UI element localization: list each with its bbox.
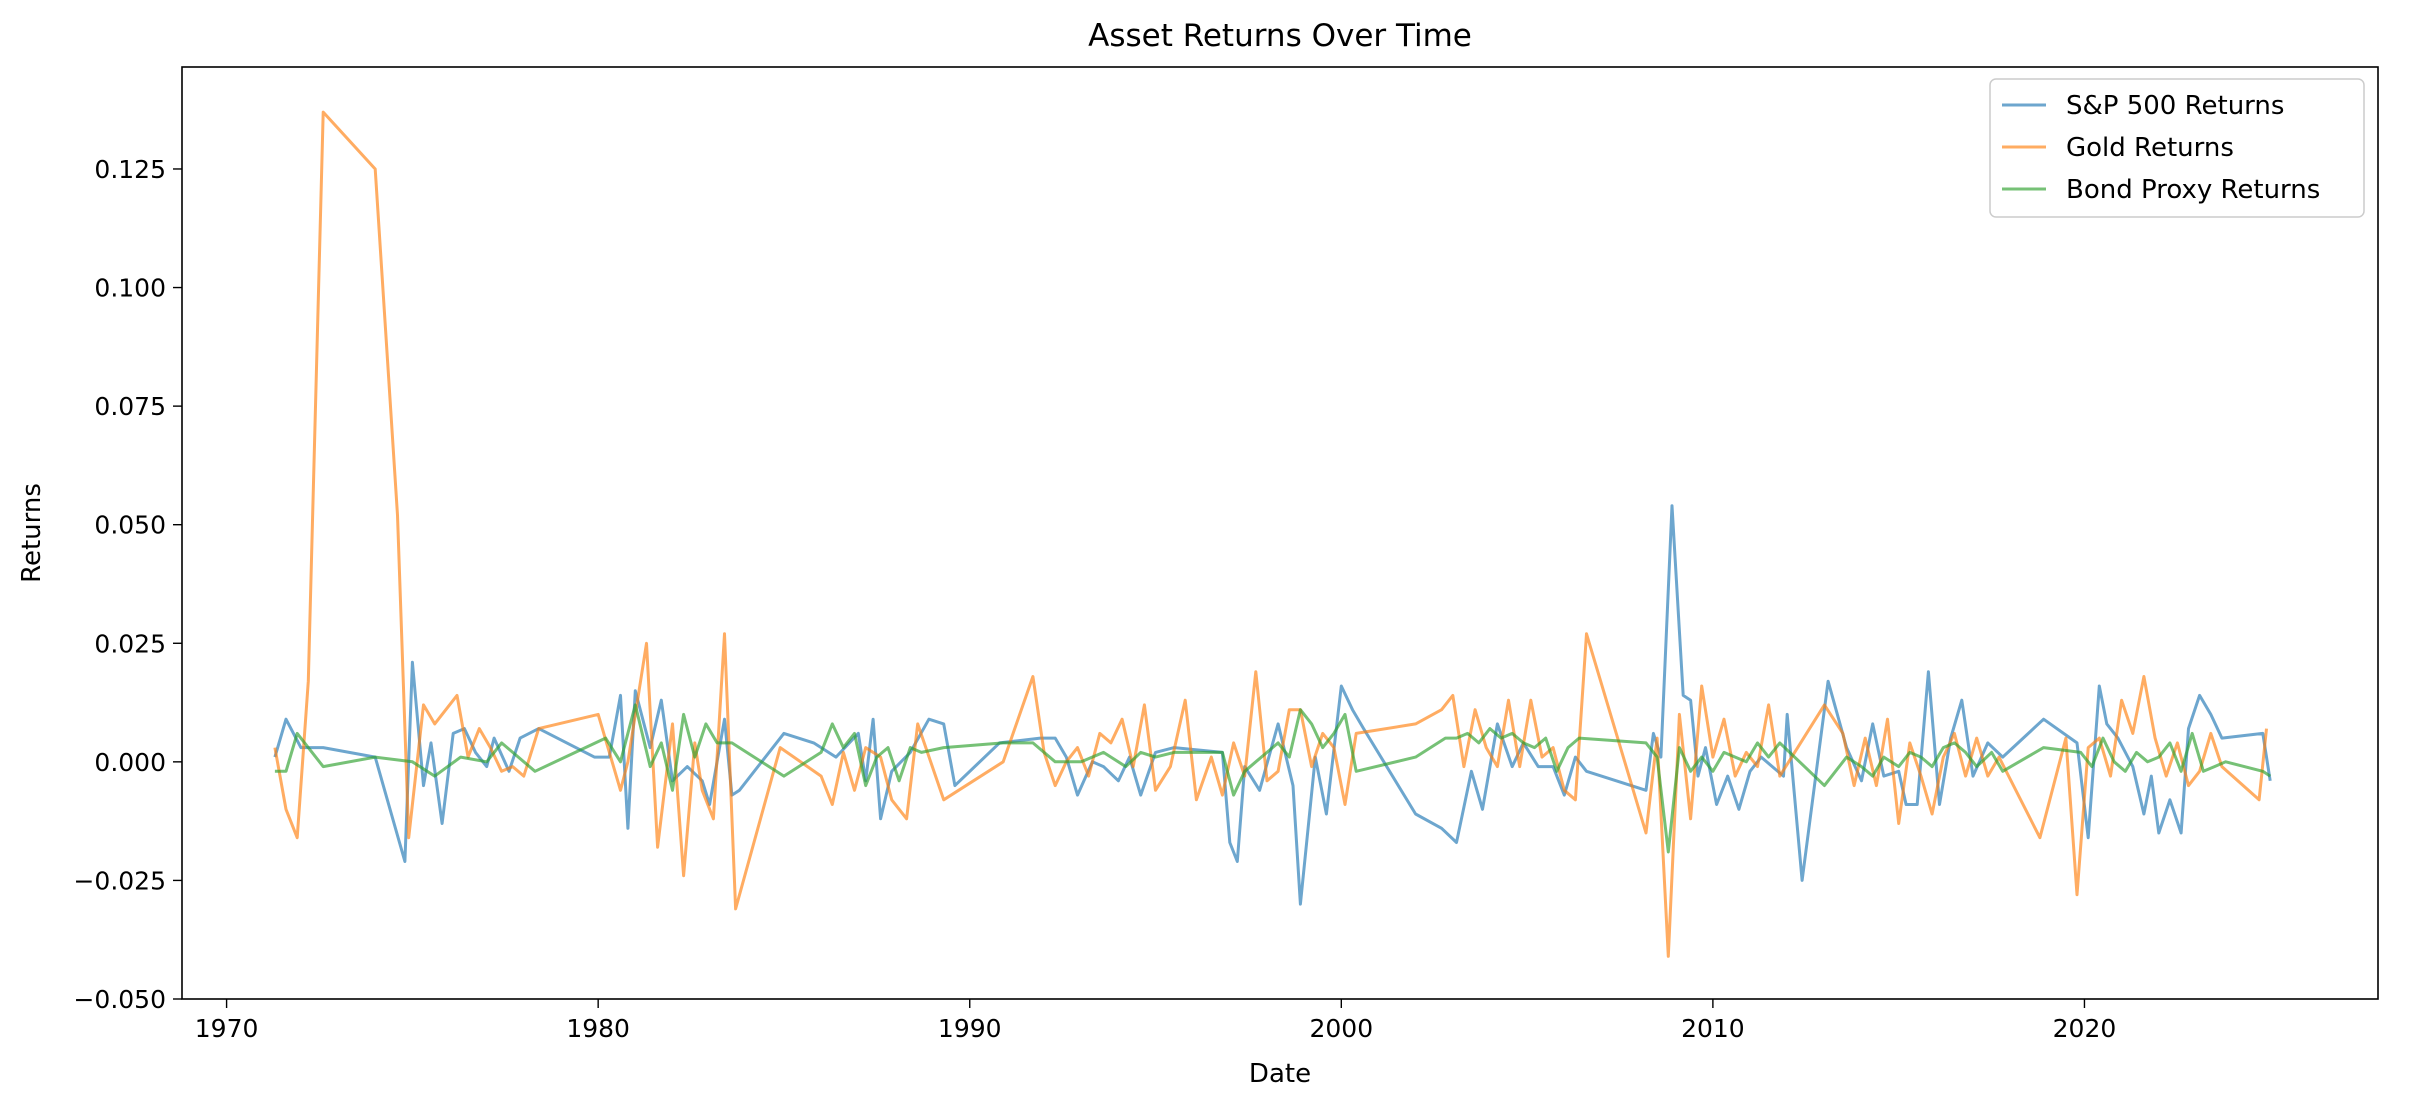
y-tick-label: 0.025 [94,629,166,658]
y-axis-label: Returns [17,483,47,583]
plot-background [182,67,2378,999]
legend-box [1989,78,2365,218]
legend-label: S&P 500 Returns [2066,91,2284,121]
y-tick-label: 0.125 [94,155,166,184]
y-tick-label: −0.050 [73,985,166,1014]
legend: S&P 500 Returns Gold Returns Bond Proxy Re… [1989,78,2365,218]
x-tick-label: 2010 [1681,1014,1745,1043]
y-tick-label: 0.000 [94,748,166,777]
x-axis: 1970 1980 1990 2000 2010 2020 [195,999,2116,1043]
series-line-2 [274,703,2272,854]
y-tick-label: 0.100 [94,274,166,303]
legend-label: Gold Returns [2066,133,2234,163]
legend-label: Bond Proxy Returns [2066,175,2320,205]
series-line-1 [273,110,2268,958]
x-axis-label: Date [1249,1059,1311,1089]
plot-frame [181,66,2379,1000]
plot-area [182,67,2378,999]
x-tick-label: 1990 [938,1014,1002,1043]
y-axis: −0.050 −0.025 0.000 0.025 0.050 0.075 0.100 0.1… [73,155,182,1014]
chart-title: Asset Returns Over Time [1088,18,1472,54]
x-tick-label: 2000 [1309,1014,1373,1043]
series-layer [273,110,2272,958]
x-tick-label: 2020 [2053,1014,2117,1043]
x-tick-label: 1980 [566,1014,630,1043]
x-tick-label: 1970 [195,1014,259,1043]
y-tick-label: 0.050 [94,511,166,540]
y-tick-label: −0.025 [73,866,166,895]
y-tick-label: 0.075 [94,392,166,421]
